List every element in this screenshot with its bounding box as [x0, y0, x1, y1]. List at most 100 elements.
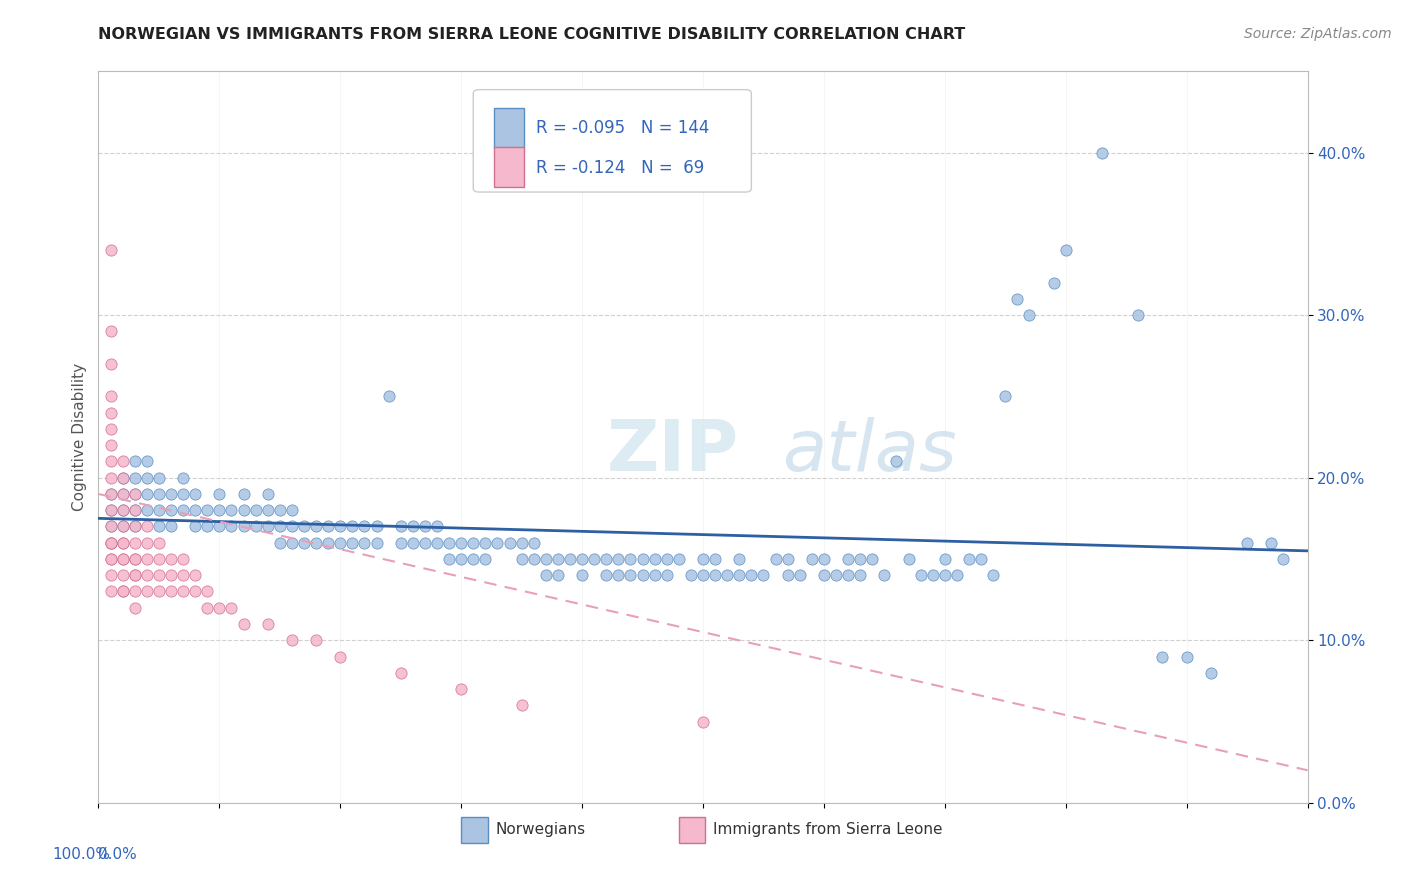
Point — [510, 552, 533, 566]
Point — [498, 535, 520, 549]
Point — [111, 535, 134, 549]
Point — [100, 438, 122, 452]
Point — [342, 519, 364, 533]
Point — [172, 503, 194, 517]
Point — [558, 552, 581, 566]
Point — [232, 617, 254, 632]
Point — [245, 503, 267, 517]
Bar — [679, 817, 706, 843]
Point — [124, 503, 146, 517]
Point — [100, 325, 122, 339]
Point — [269, 503, 291, 517]
Point — [111, 584, 134, 599]
Point — [437, 552, 460, 566]
Point — [523, 552, 546, 566]
Point — [547, 568, 569, 582]
Point — [377, 389, 399, 403]
Point — [644, 552, 666, 566]
Point — [111, 584, 134, 599]
Bar — [494, 146, 524, 187]
Point — [305, 633, 328, 648]
Point — [148, 568, 170, 582]
Text: Norwegians: Norwegians — [495, 822, 585, 838]
Point — [111, 487, 134, 501]
Point — [100, 519, 122, 533]
Point — [124, 471, 146, 485]
Point — [547, 552, 569, 566]
Point — [195, 600, 218, 615]
Point — [172, 568, 194, 582]
Point — [135, 552, 157, 566]
Point — [184, 584, 207, 599]
Point — [1260, 535, 1282, 549]
Point — [148, 503, 170, 517]
Point — [353, 535, 375, 549]
Point — [402, 519, 425, 533]
Point — [837, 552, 859, 566]
Point — [1199, 665, 1222, 680]
Point — [135, 454, 157, 468]
Point — [148, 552, 170, 566]
Point — [776, 552, 799, 566]
Point — [607, 552, 630, 566]
Point — [970, 552, 993, 566]
Point — [281, 503, 304, 517]
Point — [366, 519, 388, 533]
Point — [534, 568, 557, 582]
Point — [849, 552, 872, 566]
Point — [124, 568, 146, 582]
Point — [148, 471, 170, 485]
Point — [728, 568, 751, 582]
Point — [124, 519, 146, 533]
Point — [426, 535, 449, 549]
Point — [208, 600, 231, 615]
Point — [245, 519, 267, 533]
Point — [1007, 292, 1029, 306]
Point — [316, 519, 339, 533]
Point — [510, 535, 533, 549]
Point — [402, 535, 425, 549]
Point — [1272, 552, 1295, 566]
Point — [208, 503, 231, 517]
Point — [463, 552, 485, 566]
Point — [631, 552, 654, 566]
Point — [292, 535, 315, 549]
Point — [716, 568, 738, 582]
Point — [752, 568, 775, 582]
Point — [366, 535, 388, 549]
Point — [124, 487, 146, 501]
Point — [100, 552, 122, 566]
Point — [292, 519, 315, 533]
Point — [221, 503, 243, 517]
Bar — [461, 817, 488, 843]
Point — [100, 568, 122, 582]
Point — [765, 552, 787, 566]
Point — [655, 552, 678, 566]
Point — [232, 519, 254, 533]
Point — [668, 552, 690, 566]
Point — [704, 568, 727, 582]
Point — [413, 535, 436, 549]
Point — [111, 519, 134, 533]
Point — [124, 487, 146, 501]
Point — [523, 535, 546, 549]
Point — [160, 552, 183, 566]
Point — [160, 519, 183, 533]
Point — [413, 519, 436, 533]
Point — [100, 471, 122, 485]
Point — [100, 503, 122, 517]
Point — [111, 487, 134, 501]
Point — [232, 503, 254, 517]
Point — [124, 535, 146, 549]
Point — [619, 568, 641, 582]
Point — [437, 535, 460, 549]
FancyBboxPatch shape — [474, 90, 751, 192]
Point — [692, 552, 714, 566]
Point — [860, 552, 883, 566]
Point — [148, 487, 170, 501]
Point — [256, 487, 278, 501]
Point — [256, 617, 278, 632]
Point — [305, 519, 328, 533]
Point — [269, 535, 291, 549]
Point — [813, 568, 835, 582]
